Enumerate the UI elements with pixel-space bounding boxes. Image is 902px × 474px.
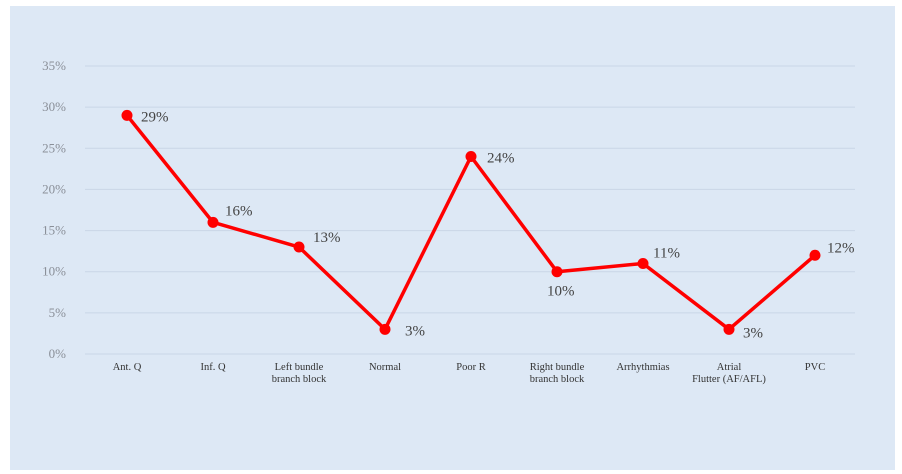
category-label: PVC [805, 362, 825, 373]
category-label: Normal [369, 362, 401, 373]
data-point [121, 109, 133, 121]
y-tick-label: 25% [42, 140, 66, 155]
category-label: Right bundle branch block [530, 362, 585, 385]
category-label: Atrial Flutter (AF/AFL) [692, 362, 766, 385]
data-point [551, 266, 563, 278]
line-chart: 0% 5% 10% 15% 20% 25% 30% 35% 29% 16% 13% 3% 24% 10%… [42, 58, 855, 385]
y-tick-label: 20% [42, 181, 66, 196]
data-label: 3% [405, 323, 425, 339]
data-label: 24% [487, 151, 515, 167]
category-label: Poor R [456, 362, 485, 373]
data-label: 10% [547, 284, 575, 300]
data-label: 3% [743, 325, 763, 341]
data-label: 29% [141, 109, 169, 125]
data-label: 16% [225, 203, 253, 219]
category-label: Arrhythmias [616, 362, 669, 373]
chart-panel: 0% 5% 10% 15% 20% 25% 30% 35% 29% 16% 13% 3% 24% 10%… [10, 6, 895, 470]
y-tick-label: 10% [42, 264, 66, 279]
category-label: Ant. Q [113, 362, 142, 373]
y-tick-label: 15% [42, 223, 66, 238]
data-point [809, 249, 821, 261]
data-label: 11% [653, 245, 680, 261]
series-line [125, 113, 817, 332]
data-label: 13% [313, 230, 341, 246]
y-tick-label: 30% [42, 99, 66, 114]
category-label: Inf. Q [200, 362, 225, 373]
data-label: 12% [827, 240, 855, 256]
data-point [207, 216, 219, 228]
y-tick-label: 35% [42, 58, 66, 73]
y-tick-label: 0% [49, 346, 67, 361]
data-point [637, 257, 649, 269]
data-point [293, 241, 305, 253]
y-tick-label: 5% [49, 305, 67, 320]
data-point [465, 151, 477, 163]
data-point [723, 323, 735, 335]
data-point [379, 323, 391, 335]
category-label: Left bundle branch block [272, 362, 327, 385]
